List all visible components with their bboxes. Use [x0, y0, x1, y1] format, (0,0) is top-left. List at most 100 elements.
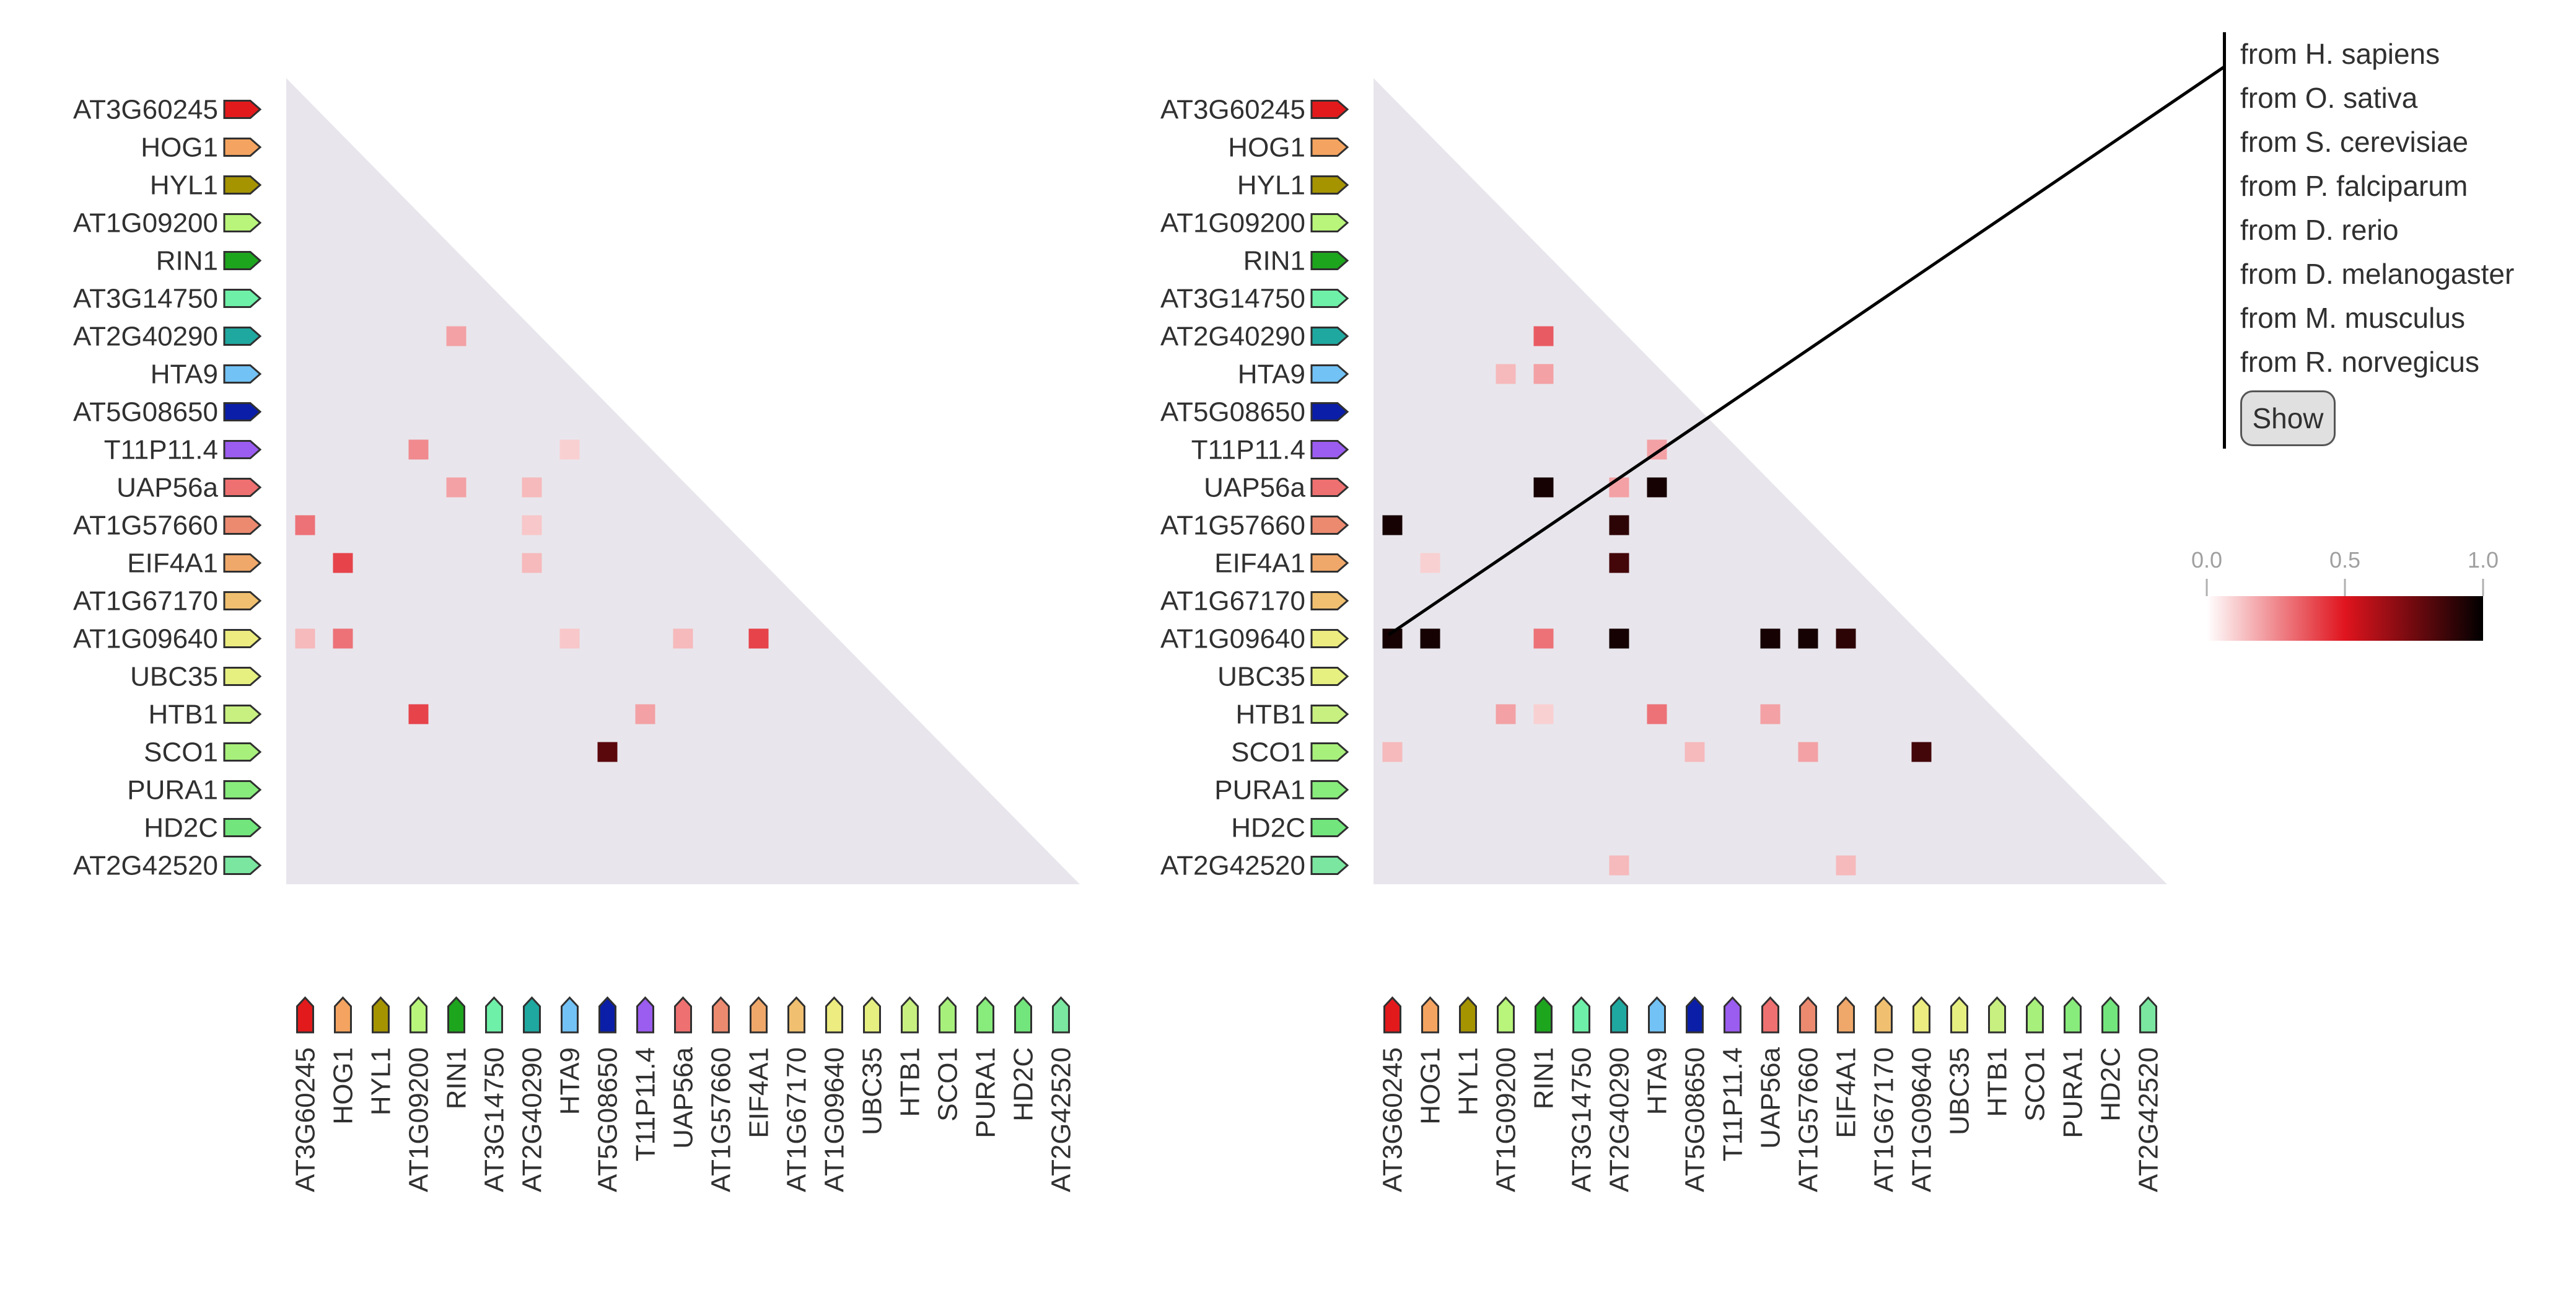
row-label[interactable]: HTB1 [1236, 700, 1305, 730]
column-label[interactable]: HYL1 [366, 1047, 396, 1115]
row-label[interactable]: UBC35 [130, 662, 218, 692]
column-gene-tag[interactable] [334, 996, 352, 1034]
column-gene-tag[interactable] [1912, 996, 1930, 1034]
column-gene-tag[interactable] [1837, 996, 1855, 1034]
heatmap-cell[interactable] [1647, 477, 1667, 498]
row-label[interactable]: AT3G14750 [73, 284, 218, 314]
row-gene-tag[interactable] [223, 516, 262, 535]
row-gene-tag[interactable] [223, 629, 262, 648]
row-label[interactable]: AT1G09640 [73, 624, 218, 654]
species-option[interactable]: from M. musculus [2240, 302, 2465, 334]
heatmap-cell[interactable] [446, 477, 467, 498]
column-gene-tag[interactable] [2139, 996, 2157, 1034]
column-gene-tag[interactable] [598, 996, 616, 1034]
column-label[interactable]: AT2G42520 [1046, 1047, 1077, 1192]
species-option[interactable]: from S. cerevisiae [2240, 126, 2469, 158]
column-gene-tag[interactable] [1610, 996, 1628, 1034]
column-gene-tag[interactable] [939, 996, 957, 1034]
row-label[interactable]: AT2G42520 [1160, 851, 1305, 881]
column-label[interactable]: EIF4A1 [1831, 1047, 1862, 1138]
row-gene-tag[interactable] [1310, 213, 1349, 232]
row-gene-tag[interactable] [223, 553, 262, 573]
row-gene-tag[interactable] [223, 667, 262, 686]
row-gene-tag[interactable] [223, 175, 262, 195]
row-label[interactable]: HOG1 [1228, 133, 1305, 163]
row-label[interactable]: PURA1 [127, 775, 218, 806]
row-label[interactable]: AT1G67170 [73, 586, 218, 617]
column-label[interactable]: PURA1 [971, 1047, 1001, 1138]
heatmap-cell[interactable] [1382, 742, 1403, 762]
row-gene-tag[interactable] [223, 818, 262, 837]
heatmap-cell[interactable] [408, 439, 429, 460]
row-gene-tag[interactable] [1310, 553, 1349, 573]
row-gene-tag[interactable] [1310, 327, 1349, 346]
row-gene-tag[interactable] [1310, 364, 1349, 384]
row-gene-tag[interactable] [223, 780, 262, 799]
row-gene-tag[interactable] [223, 138, 262, 157]
heatmap-cell[interactable] [522, 553, 542, 573]
column-label[interactable]: AT1G57660 [706, 1047, 737, 1192]
column-gene-tag[interactable] [1421, 996, 1439, 1034]
column-gene-tag[interactable] [1572, 996, 1590, 1034]
column-gene-tag[interactable] [1686, 996, 1704, 1034]
species-option[interactable]: from P. falciparum [2240, 170, 2468, 202]
row-gene-tag[interactable] [1310, 742, 1349, 762]
heatmap-cell[interactable] [1533, 326, 1554, 346]
row-label[interactable]: AT1G57660 [1160, 511, 1305, 541]
row-gene-tag[interactable] [223, 440, 262, 459]
row-gene-tag[interactable] [223, 591, 262, 610]
row-gene-tag[interactable] [223, 100, 262, 119]
heatmap-cell[interactable] [1496, 704, 1516, 724]
row-label[interactable]: AT2G40290 [1160, 322, 1305, 352]
heatmap-cell[interactable] [597, 742, 618, 762]
row-label[interactable]: AT1G09640 [1160, 624, 1305, 654]
heatmap-cell[interactable] [1533, 477, 1554, 498]
column-gene-tag[interactable] [750, 996, 768, 1034]
heatmap-cell[interactable] [1496, 364, 1516, 384]
row-label[interactable]: HD2C [144, 813, 218, 843]
column-label[interactable]: HD2C [2096, 1047, 2126, 1122]
row-label[interactable]: RIN1 [1243, 246, 1305, 276]
column-gene-tag[interactable] [825, 996, 843, 1034]
heatmap-cell[interactable] [1609, 855, 1629, 876]
column-label[interactable]: AT2G40290 [1605, 1047, 1635, 1192]
column-label[interactable]: AT2G40290 [517, 1047, 548, 1192]
species-option[interactable]: from O. sativa [2240, 82, 2418, 114]
row-gene-tag[interactable] [1310, 100, 1349, 119]
row-gene-tag[interactable] [1310, 856, 1349, 875]
column-label[interactable]: AT1G09640 [1907, 1047, 1937, 1192]
column-label[interactable]: HTA9 [1642, 1047, 1673, 1115]
row-gene-tag[interactable] [1310, 138, 1349, 157]
column-gene-tag[interactable] [2026, 996, 2044, 1034]
row-gene-tag[interactable] [1310, 251, 1349, 270]
row-label[interactable]: AT1G09200 [73, 208, 218, 239]
column-label[interactable]: AT3G14750 [1567, 1047, 1597, 1192]
column-label[interactable]: AT1G67170 [1869, 1047, 1899, 1192]
row-label[interactable]: HD2C [1231, 813, 1305, 843]
show-button[interactable]: Show [2240, 390, 2336, 446]
column-gene-tag[interactable] [523, 996, 541, 1034]
column-gene-tag[interactable] [2064, 996, 2082, 1034]
row-gene-tag[interactable] [223, 213, 262, 232]
row-gene-tag[interactable] [223, 856, 262, 875]
row-gene-tag[interactable] [1310, 175, 1349, 195]
column-gene-tag[interactable] [787, 996, 805, 1034]
row-gene-tag[interactable] [1310, 516, 1349, 535]
column-gene-tag[interactable] [1761, 996, 1779, 1034]
column-label[interactable]: T11P11.4 [1718, 1047, 1748, 1161]
row-label[interactable]: EIF4A1 [127, 548, 218, 579]
column-label[interactable]: PURA1 [2058, 1047, 2088, 1138]
column-label[interactable]: AT1G09200 [404, 1047, 434, 1192]
column-label[interactable]: AT5G08650 [593, 1047, 623, 1192]
column-label[interactable]: AT3G14750 [480, 1047, 510, 1192]
column-gene-tag[interactable] [1875, 996, 1893, 1034]
heatmap-cell[interactable] [1382, 515, 1403, 535]
column-gene-tag[interactable] [976, 996, 994, 1034]
row-gene-tag[interactable] [1310, 478, 1349, 497]
column-gene-tag[interactable] [296, 996, 314, 1034]
row-label[interactable]: AT3G60245 [1160, 95, 1305, 125]
column-label[interactable]: HD2C [1009, 1047, 1039, 1122]
row-gene-tag[interactable] [1310, 629, 1349, 648]
column-label[interactable]: EIF4A1 [744, 1047, 774, 1138]
row-label[interactable]: UAP56a [116, 473, 218, 503]
